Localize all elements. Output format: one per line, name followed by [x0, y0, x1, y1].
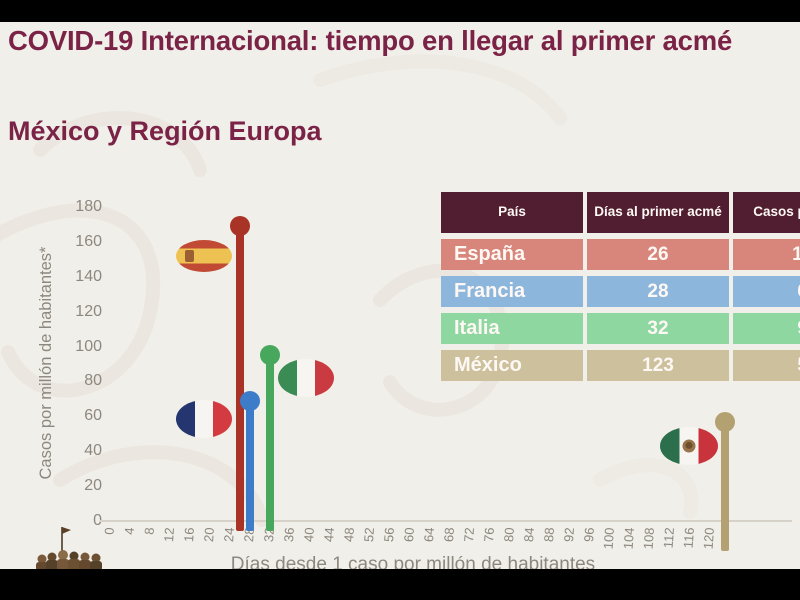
x-tick-label: 120 [700, 527, 717, 550]
x-tick-label: 68 [440, 527, 457, 543]
x-tick-label: 100 [600, 527, 617, 550]
x-tick-label: 44 [320, 527, 337, 543]
x-tick-label: 20 [200, 527, 217, 543]
lollipop-dot-it [260, 345, 280, 366]
y-tick-label: 80 [84, 372, 102, 390]
y-tick-label: 120 [75, 302, 102, 320]
table-cell-days: 28 [587, 276, 729, 307]
table-cell-country: Francia [441, 276, 583, 307]
heroes-watermark [36, 527, 102, 570]
x-tick-label: 116 [680, 527, 697, 549]
x-tick-label: 8 [141, 527, 157, 536]
y-tick-label: 60 [84, 407, 102, 425]
flag-fr-icon [176, 399, 232, 438]
lollipop-stem-fr [246, 400, 254, 531]
x-tick-label: 60 [400, 527, 417, 543]
mexico-eagle-emblem-icon [682, 439, 696, 453]
x-tick-label: 80 [500, 527, 517, 543]
x-tick-label: 104 [620, 527, 637, 550]
x-tick-label: 12 [160, 527, 177, 543]
table-cell-cases: 95 [733, 313, 800, 344]
lollipop-stem-it [266, 355, 274, 531]
table-header-pais: País [441, 192, 583, 233]
subtitle: México y Región Europa [8, 116, 322, 146]
table-cell-cases: 169 [733, 239, 800, 270]
flag-it-icon [278, 359, 334, 398]
x-tick-label: 72 [460, 527, 477, 543]
table-cell-cases: 57 [733, 350, 800, 381]
x-tick-label: 64 [420, 527, 437, 543]
lollipop-dot-es [230, 216, 250, 237]
x-tick-label: 76 [480, 527, 497, 543]
y-tick-label: 40 [84, 442, 102, 460]
lollipop-dot-mx [715, 411, 735, 432]
y-tick-label: 160 [75, 232, 102, 250]
x-tick-label: 24 [220, 527, 237, 543]
x-axis-line [100, 520, 792, 522]
y-tick-label: 140 [75, 267, 102, 285]
x-tick-label: 88 [540, 527, 557, 543]
y-tick-label: 100 [75, 337, 102, 355]
page-title: COVID-19 Internacional: tiempo en llegar… [8, 25, 733, 56]
table-header-casos: Casos por millón [733, 192, 800, 233]
x-tick-label: 56 [380, 527, 397, 543]
x-tick-label: 112 [660, 527, 677, 549]
x-tick-label: 4 [121, 527, 137, 536]
flag-es-icon [176, 240, 232, 273]
table-cell-days: 26 [587, 239, 729, 270]
bottom-letterbox-bar [0, 569, 800, 600]
flag-mx-icon [660, 426, 718, 465]
x-tick-label: 48 [340, 527, 357, 543]
table-cell-days: 32 [587, 313, 729, 344]
lollipop-dot-fr [240, 390, 260, 411]
lollipop-stem-es [236, 226, 244, 531]
y-tick-label: 20 [84, 477, 102, 495]
y-tick-label: 0 [93, 512, 102, 529]
x-tick-label: 40 [300, 527, 317, 543]
table-cell-days: 123 [587, 350, 729, 381]
x-tick-label: 52 [360, 527, 377, 543]
x-tick-label: 96 [580, 527, 597, 543]
lollipop-stem-mx [721, 421, 729, 551]
table-header-dias: Días al primer acmé [587, 192, 729, 233]
top-letterbox-bar [0, 0, 800, 22]
spain-coat-of-arms-icon [185, 250, 194, 263]
table-cell-country: México [441, 350, 583, 381]
x-tick-label: 108 [640, 527, 657, 550]
x-tick-label: 16 [180, 527, 197, 543]
table-cell-cases: 69 [733, 276, 800, 307]
x-tick-label: 92 [560, 527, 577, 543]
table-cell-country: Italia [441, 313, 583, 344]
table-cell-country: España [441, 239, 583, 270]
x-tick-label: 36 [280, 527, 297, 543]
y-tick-label: 180 [75, 198, 102, 215]
x-tick-label: 84 [520, 527, 537, 543]
